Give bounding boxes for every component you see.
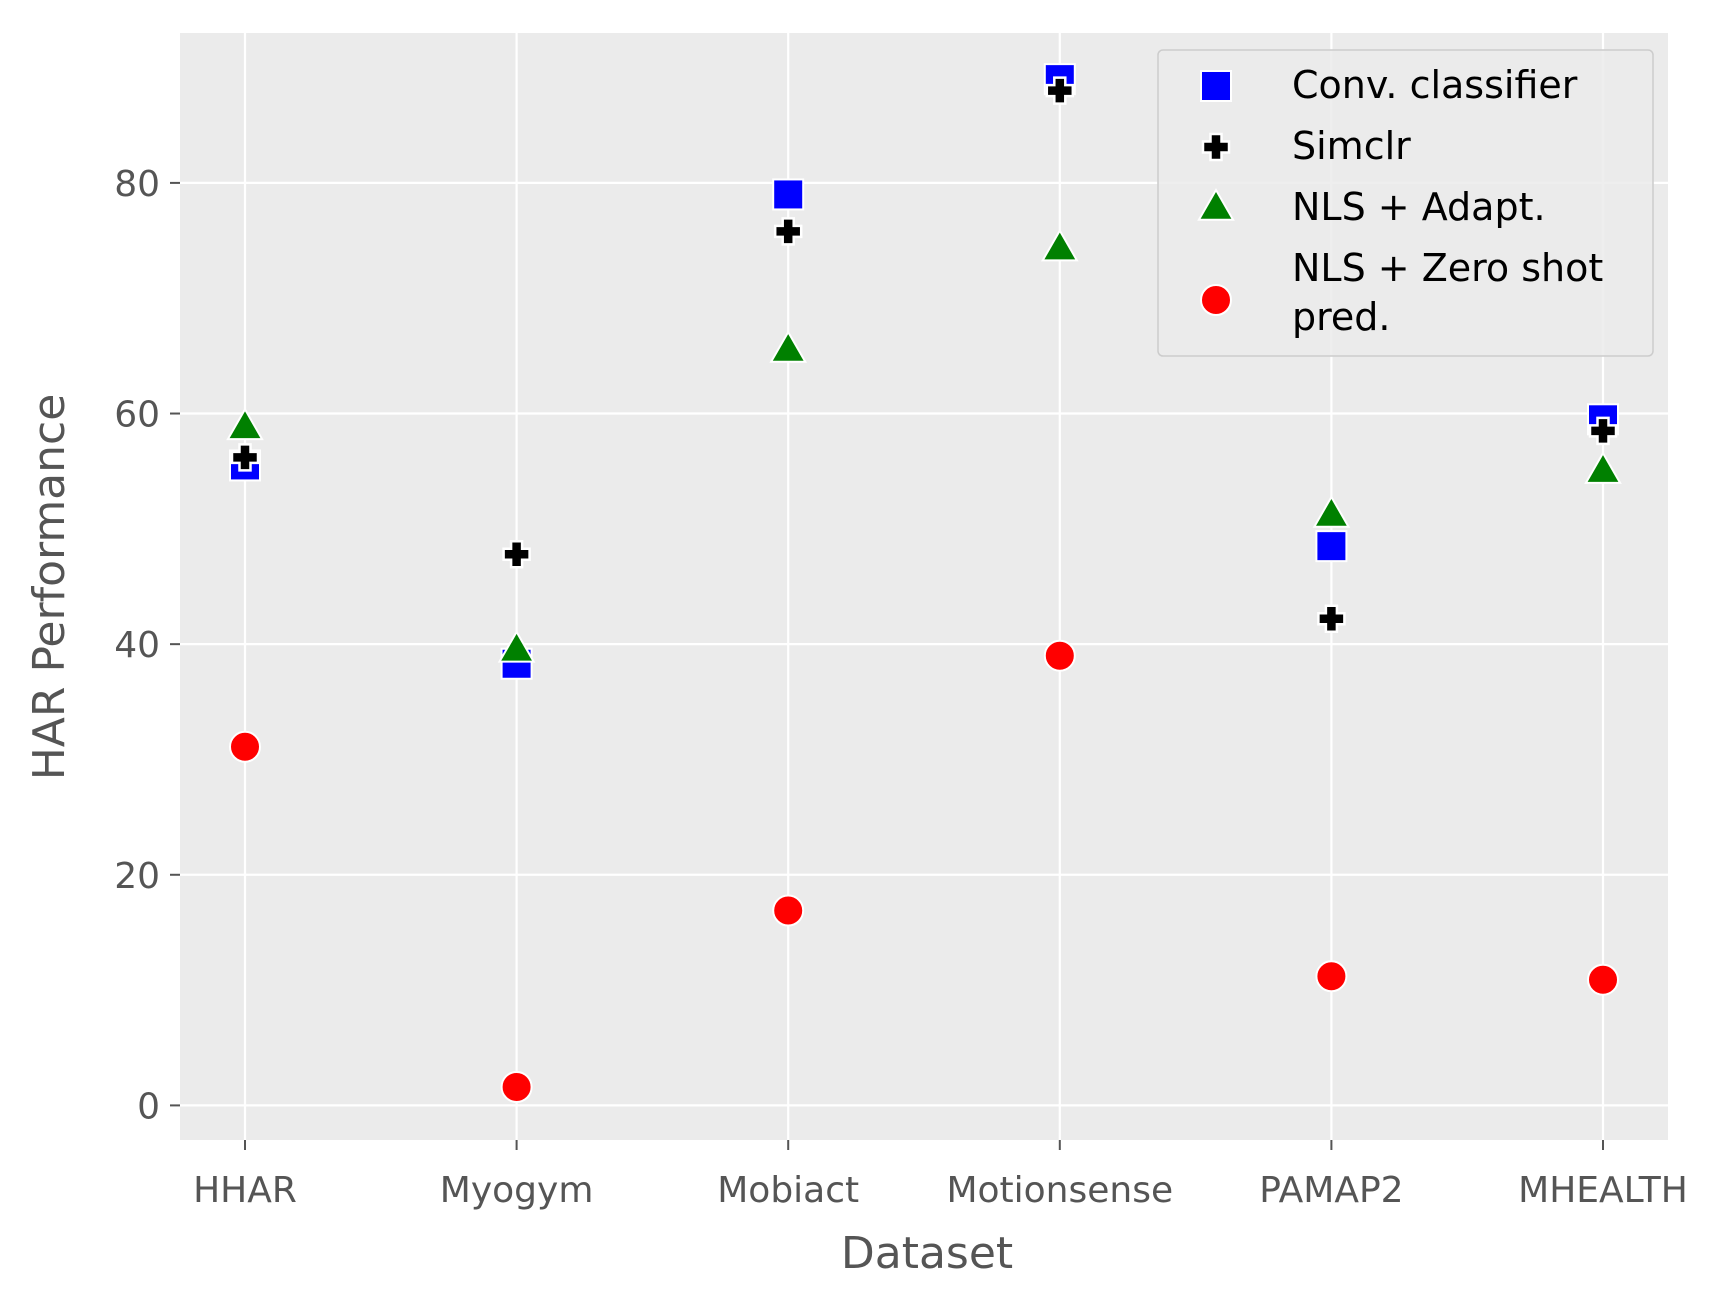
x-tick-label: Myogym	[440, 1170, 594, 1211]
data-point	[1315, 530, 1348, 563]
data-points	[226, 63, 1622, 1103]
legend-marker	[1201, 132, 1231, 162]
data-point	[230, 443, 260, 472]
x-tick-label: PAMAP2	[1259, 1170, 1403, 1211]
data-point	[1040, 228, 1079, 262]
data-point	[1045, 76, 1075, 105]
legend-label: Conv. classifier	[1292, 63, 1578, 107]
data-point	[500, 1070, 533, 1103]
y-tick-label: 20	[114, 856, 160, 897]
data-point	[1317, 604, 1346, 634]
axes: 0 20 40 60 80 HHAR Myogym Mobiact Motionsense PAM…	[114, 164, 1688, 1211]
data-point	[502, 539, 531, 569]
y-tick-label: 40	[114, 625, 160, 666]
x-tick-label: Motionsense	[946, 1170, 1173, 1211]
data-point	[769, 330, 808, 363]
series-plus	[230, 76, 1618, 634]
data-point	[772, 178, 805, 211]
legend-label: NLS + Zero shot pred.	[1292, 246, 1603, 339]
data-point	[1315, 960, 1348, 993]
data-point	[773, 217, 803, 246]
data-point	[226, 407, 264, 441]
series-triangle	[226, 228, 1622, 663]
x-tick-label: Mobiact	[717, 1170, 859, 1211]
y-tick-label: 80	[114, 164, 160, 205]
data-point	[229, 730, 261, 763]
y-axis-label: HAR Performance	[24, 394, 75, 781]
data-point	[1584, 451, 1622, 484]
data-point	[772, 894, 805, 927]
data-point	[1043, 639, 1076, 672]
legend-label: NLS + Adapt.	[1292, 185, 1546, 229]
legend-marker	[1197, 187, 1235, 221]
y-tick-label: 60	[114, 395, 160, 436]
series-circle	[229, 639, 1619, 1103]
legend-marker	[1200, 70, 1232, 102]
legend: Conv. classifier Simclr NLS + Adapt. NLS + …	[1157, 49, 1654, 357]
data-point	[497, 629, 536, 663]
x-tick-label: MHEALTH	[1518, 1170, 1688, 1211]
legend-marker	[1200, 284, 1232, 316]
data-point	[1587, 963, 1619, 996]
x-tick-label: HHAR	[193, 1170, 297, 1211]
x-axis-label: Dataset	[841, 1228, 1013, 1279]
data-point	[1588, 416, 1618, 446]
legend-label: Simclr	[1292, 124, 1411, 168]
data-point	[1312, 495, 1351, 528]
y-tick-label: 0	[137, 1086, 160, 1127]
legend-box	[1157, 49, 1654, 357]
